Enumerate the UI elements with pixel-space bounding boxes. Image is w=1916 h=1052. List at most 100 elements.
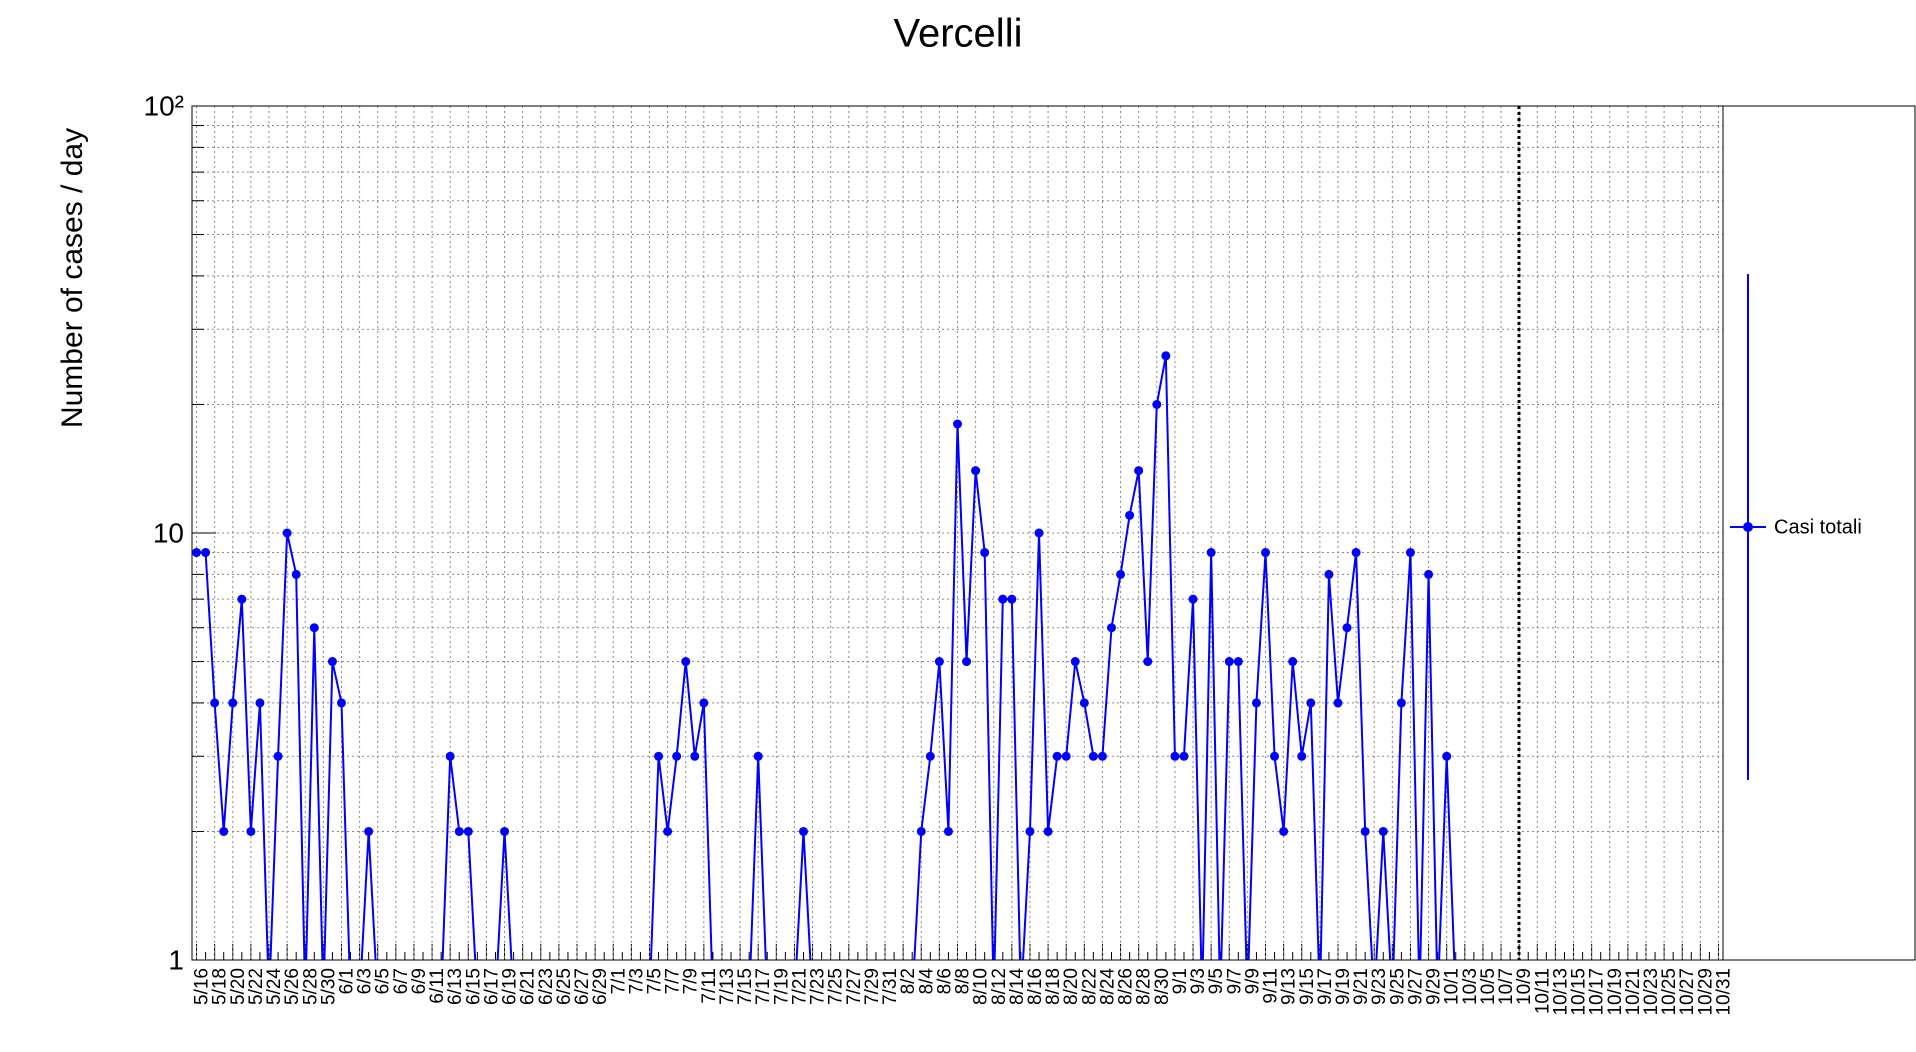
data-point <box>237 594 247 604</box>
x-tick-label: 9/19 <box>1333 968 1354 1005</box>
x-tick-label: 9/21 <box>1351 968 1372 1005</box>
x-tick-label: 7/5 <box>645 968 666 994</box>
data-point <box>998 594 1008 604</box>
data-point <box>1152 399 1162 409</box>
x-tick-label: 10/29 <box>1695 968 1716 1016</box>
x-tick-label: 9/11 <box>1261 968 1282 1004</box>
data-point <box>192 548 202 558</box>
data-point <box>454 826 464 836</box>
x-tick-label: 6/25 <box>554 968 575 1005</box>
x-tick-label: 7/31 <box>880 968 901 1005</box>
data-point <box>962 657 972 667</box>
x-tick-label: 8/18 <box>1043 968 1064 1005</box>
data-point <box>1043 826 1053 836</box>
x-tick-label: 10/27 <box>1677 968 1698 1016</box>
x-tick-label: 7/23 <box>808 968 829 1005</box>
x-tick-label: 9/15 <box>1297 968 1318 1005</box>
x-tick-label: 7/21 <box>789 968 810 1005</box>
data-point <box>255 698 265 708</box>
x-tick-label: 10/17 <box>1587 968 1608 1016</box>
data-point <box>1206 548 1216 558</box>
data-point <box>690 751 700 761</box>
x-tick-label: 5/18 <box>210 968 231 1005</box>
data-point <box>1378 826 1388 836</box>
chart-title: Vercelli <box>894 12 1023 56</box>
x-tick-label: 7/1 <box>608 968 629 994</box>
x-tick-label: 5/30 <box>318 968 339 1005</box>
x-tick-label: 7/27 <box>844 968 865 1005</box>
plot-area: 11010²5/165/185/205/225/245/265/285/306/… <box>144 90 1735 1015</box>
y-tick-label: 1 <box>168 944 184 975</box>
x-tick-label: 8/22 <box>1079 968 1100 1005</box>
data-point <box>1288 657 1298 667</box>
x-tick-label: 7/25 <box>826 968 847 1005</box>
x-tick-label: 6/1 <box>336 968 357 994</box>
data-point <box>1179 751 1189 761</box>
x-tick-label: 9/27 <box>1405 968 1426 1005</box>
data-point <box>934 657 944 667</box>
x-tick-label: 6/7 <box>391 968 412 994</box>
x-tick-label: 8/4 <box>916 968 937 995</box>
legend-marker <box>1743 522 1753 532</box>
x-tick-label: 10/31 <box>1713 968 1734 1016</box>
data-point <box>681 657 691 667</box>
x-tick-label: 9/23 <box>1369 968 1390 1005</box>
x-tick-label: 5/24 <box>264 968 285 1005</box>
data-point <box>1279 826 1289 836</box>
x-tick-label: 6/3 <box>355 968 376 994</box>
x-tick-label: 7/17 <box>753 968 774 1005</box>
x-tick-label: 7/19 <box>771 968 792 1005</box>
data-point <box>699 698 709 708</box>
x-tick-label: 8/10 <box>971 968 992 1005</box>
x-tick-label: 8/28 <box>1134 968 1155 1005</box>
x-tick-label: 10/23 <box>1641 968 1662 1016</box>
data-point <box>1070 657 1080 667</box>
data-point <box>1261 548 1271 558</box>
x-tick-label: 10/21 <box>1623 968 1644 1016</box>
data-point <box>1097 751 1107 761</box>
x-tick-label: 9/1 <box>1170 968 1191 994</box>
x-tick-label: 10/15 <box>1569 968 1590 1016</box>
data-point <box>364 826 374 836</box>
data-point <box>309 623 319 633</box>
x-tick-label: 9/17 <box>1315 968 1336 1005</box>
data-point <box>210 698 220 708</box>
data-point <box>971 466 981 476</box>
data-point <box>1025 826 1035 836</box>
data-point <box>1297 751 1307 761</box>
data-point <box>246 826 256 836</box>
data-point <box>201 548 211 558</box>
data-point <box>228 698 238 708</box>
data-point <box>1088 751 1098 761</box>
x-tick-label: 5/28 <box>300 968 321 1005</box>
x-tick-label: 10/25 <box>1659 968 1680 1016</box>
x-tick-label: 6/29 <box>590 968 611 1005</box>
x-tick-label: 8/12 <box>989 968 1010 1005</box>
data-point <box>1107 623 1117 633</box>
x-tick-label: 5/22 <box>246 968 267 1005</box>
x-tick-label: 7/15 <box>735 968 756 1005</box>
x-tick-label: 5/16 <box>192 968 213 1005</box>
data-point <box>282 528 292 538</box>
data-point <box>654 751 664 761</box>
x-tick-label: 6/13 <box>445 968 466 1005</box>
x-tick-label: 9/9 <box>1242 968 1263 994</box>
data-point <box>219 826 229 836</box>
x-tick-label: 8/14 <box>1007 968 1028 1005</box>
y-tick-label: 10² <box>144 90 184 121</box>
x-tick-label: 8/8 <box>953 968 974 994</box>
x-tick-label: 10/9 <box>1514 968 1535 1005</box>
data-point <box>1333 698 1343 708</box>
data-point <box>980 548 990 558</box>
data-point <box>1007 594 1017 604</box>
x-tick-label: 8/30 <box>1152 968 1173 1005</box>
data-point <box>1251 698 1261 708</box>
x-tick-label: 9/13 <box>1279 968 1300 1005</box>
x-tick-label: 5/26 <box>282 968 303 1005</box>
x-tick-label: 10/5 <box>1478 968 1499 1005</box>
data-point <box>1424 569 1434 579</box>
x-tick-label: 6/19 <box>500 968 521 1005</box>
x-tick-label: 9/7 <box>1224 968 1245 994</box>
x-tick-label: 7/7 <box>663 968 684 994</box>
data-point <box>1324 569 1334 579</box>
